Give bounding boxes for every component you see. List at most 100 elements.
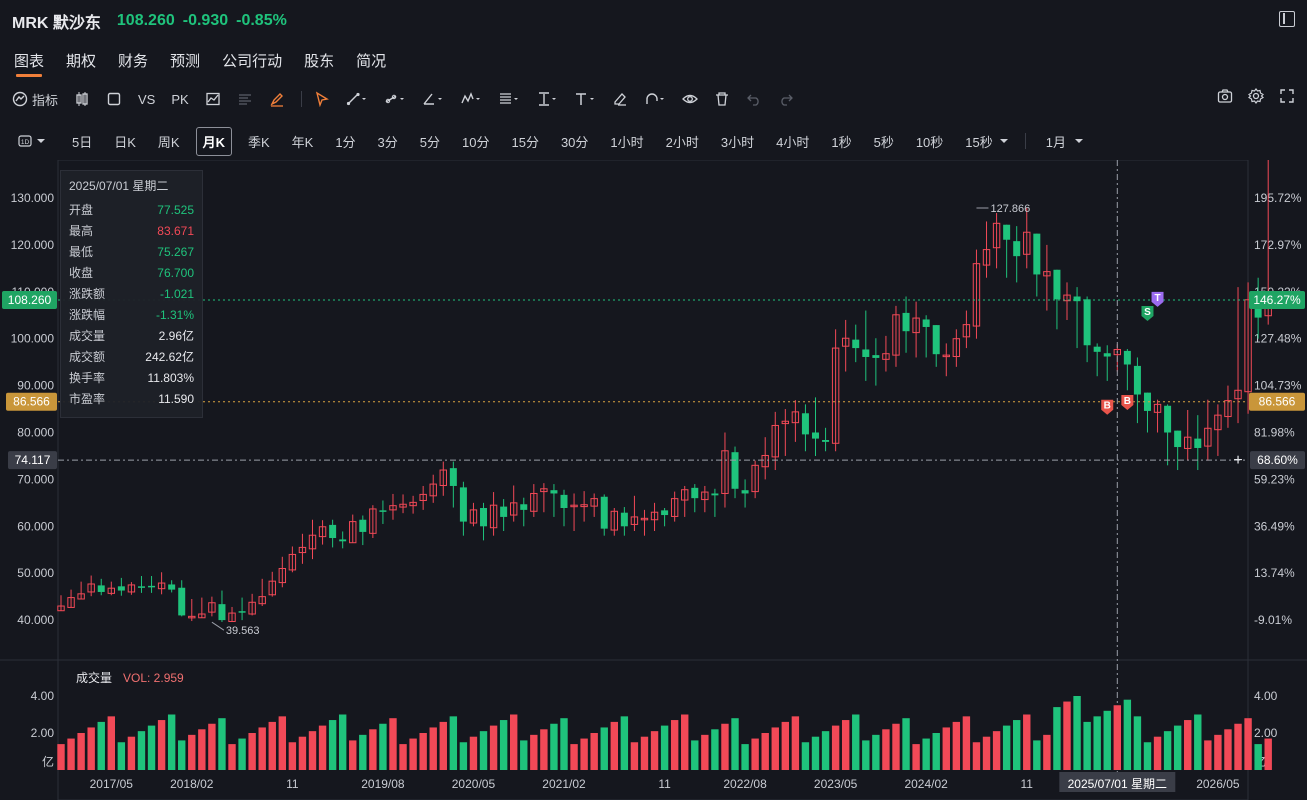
eraser-tool[interactable]	[612, 91, 628, 107]
candle-body	[439, 469, 447, 486]
measure-tool[interactable]	[536, 91, 558, 107]
period-11[interactable]: 30分	[560, 134, 589, 150]
y-tick-label: 90.000	[17, 379, 54, 393]
list-button[interactable]	[237, 91, 253, 107]
period-5[interactable]: 年K	[291, 134, 314, 150]
period-13[interactable]: 2小时	[665, 134, 699, 150]
candle-body	[942, 354, 950, 358]
candle-style-button[interactable]	[74, 91, 90, 107]
redo-button[interactable]	[778, 91, 794, 107]
volume-bar	[952, 721, 961, 770]
angle-tool[interactable]	[422, 91, 444, 107]
volume-bar	[912, 744, 920, 770]
candle-body	[600, 496, 608, 529]
interval-select[interactable]: 1D	[12, 130, 52, 152]
candle-body	[882, 353, 890, 360]
candle-body	[741, 490, 749, 494]
period-14[interactable]: 3小时	[720, 134, 755, 150]
price-change: -0.930	[182, 12, 229, 29]
candle-body	[1073, 296, 1081, 302]
candle-body	[1083, 299, 1091, 346]
x-axis-label: 2018/02	[170, 777, 214, 791]
collapse-panel-icon[interactable]	[1279, 11, 1295, 27]
chart-canvas[interactable]: 130.000195.72%120.000172.97%110.000150.2…	[0, 160, 1307, 800]
info-row: 收盘 76.700	[69, 262, 194, 283]
volume-bar	[1254, 744, 1262, 770]
volume-bar	[540, 729, 548, 770]
candle-body	[540, 488, 548, 493]
candle-body	[731, 452, 739, 489]
period-18[interactable]: 10秒	[915, 134, 944, 150]
period-1[interactable]: 日K	[114, 134, 136, 150]
pattern-tool[interactable]	[460, 91, 482, 107]
candle-body	[620, 512, 628, 527]
period-2[interactable]: 周K	[157, 134, 180, 150]
candle-body	[1224, 400, 1232, 418]
magnet-tool[interactable]	[644, 91, 666, 107]
trade-marker: B	[1124, 396, 1131, 407]
info-row: 成交量 2.96亿	[69, 325, 194, 346]
cursor-tool[interactable]	[314, 91, 330, 107]
quote-header: MRK 默沙东 108.260 -0.930 -0.85%	[12, 9, 287, 33]
pk-button[interactable]: PK	[171, 91, 189, 107]
volume-bar	[972, 742, 981, 770]
crosshair-add-icon: +	[1233, 452, 1242, 469]
period-10[interactable]: 15分	[511, 134, 539, 150]
delete-drawings-button[interactable]	[714, 91, 730, 107]
ray-tool[interactable]	[384, 91, 406, 107]
tab-4[interactable]: 公司行动	[222, 53, 283, 70]
period-16[interactable]: 1秒	[831, 134, 852, 150]
visibility-toggle[interactable]	[681, 91, 698, 107]
candle-body	[1244, 299, 1252, 393]
text-tool[interactable]	[574, 91, 596, 107]
volume-bar	[288, 742, 297, 770]
period-0[interactable]: 5日	[72, 134, 93, 150]
volume-bar	[721, 723, 729, 770]
volume-bar	[560, 718, 568, 770]
vs-button[interactable]: VS	[138, 91, 156, 107]
candle-body	[198, 613, 206, 619]
volume-bar	[550, 723, 558, 770]
period-4[interactable]: 季K	[247, 134, 270, 150]
volume-bar	[791, 716, 800, 770]
y-tick-pct-label: 195.72%	[1254, 191, 1302, 205]
current-price-tag: 108.260	[8, 293, 52, 307]
period-17[interactable]: 5秒	[873, 134, 894, 150]
trendline-tool[interactable]	[346, 91, 368, 107]
candle-body	[1194, 438, 1202, 448]
candle-body	[1123, 350, 1131, 365]
volume-bar	[1194, 714, 1202, 770]
period-15[interactable]: 4小时	[776, 134, 810, 150]
period-19[interactable]: 15秒	[959, 128, 1014, 155]
low-annotation: 39.563	[226, 625, 260, 637]
fullscreen-icon[interactable]	[1279, 88, 1295, 104]
candle-body	[1053, 269, 1061, 300]
settings-icon[interactable]	[1248, 88, 1264, 104]
range-select[interactable]: 1月	[1040, 128, 1090, 155]
tab-5[interactable]: 股东	[304, 53, 335, 70]
tab-1[interactable]: 期权	[66, 53, 97, 70]
toolbar-divider	[300, 91, 302, 107]
period-12[interactable]: 1小时	[610, 134, 644, 150]
fib-tool[interactable]	[498, 91, 520, 107]
volume-bar	[801, 742, 810, 770]
period-7[interactable]: 3分	[377, 134, 398, 150]
tab-2[interactable]: 财务	[118, 53, 149, 70]
tab-3[interactable]: 预测	[170, 53, 201, 70]
chart-area-button[interactable]	[205, 91, 221, 107]
period-8[interactable]: 5分	[419, 134, 441, 150]
period-3[interactable]: 月K	[195, 126, 232, 156]
square-button[interactable]	[106, 91, 122, 107]
candle-body	[278, 568, 287, 584]
tab-0[interactable]: 图表	[14, 50, 44, 77]
tab-6[interactable]: 简况	[356, 53, 387, 70]
period-9[interactable]: 10分	[462, 134, 490, 150]
camera-icon[interactable]	[1217, 88, 1233, 104]
volume-bar	[821, 731, 830, 770]
undo-button[interactable]	[746, 91, 762, 107]
highlighter-button[interactable]	[269, 91, 285, 107]
candle-body	[1153, 403, 1162, 413]
current-price-tag-bg	[2, 290, 57, 309]
indicators-button[interactable]: 指标	[12, 90, 58, 109]
period-6[interactable]: 1分	[335, 134, 356, 150]
